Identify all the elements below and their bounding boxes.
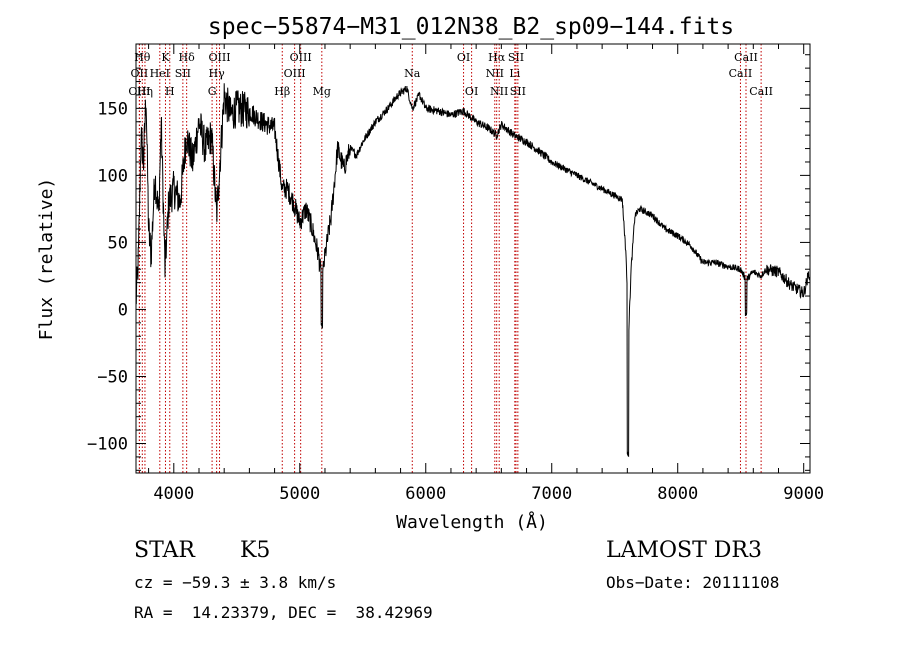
line-marker-label: SII [510,85,526,98]
line-marker-label: CaII [729,67,753,80]
line-marker-label: Mg [313,85,331,98]
line-marker-label: Hβ [274,85,290,98]
y-tick-label: 0 [118,300,128,320]
line-marker-label: Hγ [209,67,226,80]
y-tick-label: 50 [108,233,128,253]
line-marker-label: SII [508,51,524,64]
line-marker-label: OIII [290,51,312,64]
line-marker-label: SII [175,67,191,80]
plot-area-frame [135,43,811,474]
y-tick-label: −100 [87,435,128,455]
object-subclass: K5 [240,538,271,563]
x-axis-ticks: 4000 5000 6000 7000 8000 9000 [148,44,824,504]
y-axis-label: Flux (relative) [36,178,57,341]
object-class: STAR [134,538,195,563]
line-marker-label: Hδ [179,51,196,64]
sky-coordinates: RA = 14.23379, DEC = 38.42969 [134,603,433,622]
redshift-velocity: cz = −59.3 ± 3.8 km/s [134,573,337,592]
x-axis-label: Wavelength (Å) [396,511,548,533]
x-tick-label: 8000 [657,484,698,504]
line-marker-label: NII [490,85,508,98]
line-marker-label: Hα [488,51,506,64]
line-marker-label: G [208,85,217,98]
line-marker-label: OIII [208,51,230,64]
x-tick-label: 5000 [279,484,320,504]
survey-name: LAMOST DR3 [606,538,762,563]
line-marker-label: HeI [150,67,170,80]
line-marker-label: H [165,85,175,98]
line-marker-label: CaII [749,85,773,98]
line-marker-label: Hθ [134,51,151,64]
x-tick-label: 4000 [153,484,194,504]
line-marker-label: CaII [734,51,758,64]
y-tick-label: 100 [97,166,128,186]
line-marker-label: OI [465,85,478,98]
line-marker-label: NII [486,67,504,80]
spectrum-series-line [135,83,810,458]
y-axis-ticks: −100 −50 0 50 100 150 [87,54,810,471]
line-marker-label: Hη [137,85,153,98]
x-tick-label: 9000 [783,484,824,504]
y-tick-label: −50 [97,367,128,387]
x-tick-label: 7000 [531,484,572,504]
line-marker-label: K [161,51,170,64]
x-tick-label: 6000 [405,484,446,504]
observation-date: Obs−Date: 20111108 [606,573,780,592]
line-marker-label: OIII [284,67,306,80]
y-tick-label: 150 [97,99,128,119]
line-marker-label: Na [404,67,421,80]
chart-title: spec−55874−M31_012N38_B2_sp09−144.fits [208,14,734,40]
line-marker-label: Li [509,67,520,80]
line-marker-label: OI [457,51,470,64]
line-marker-label: OIII [128,85,150,98]
